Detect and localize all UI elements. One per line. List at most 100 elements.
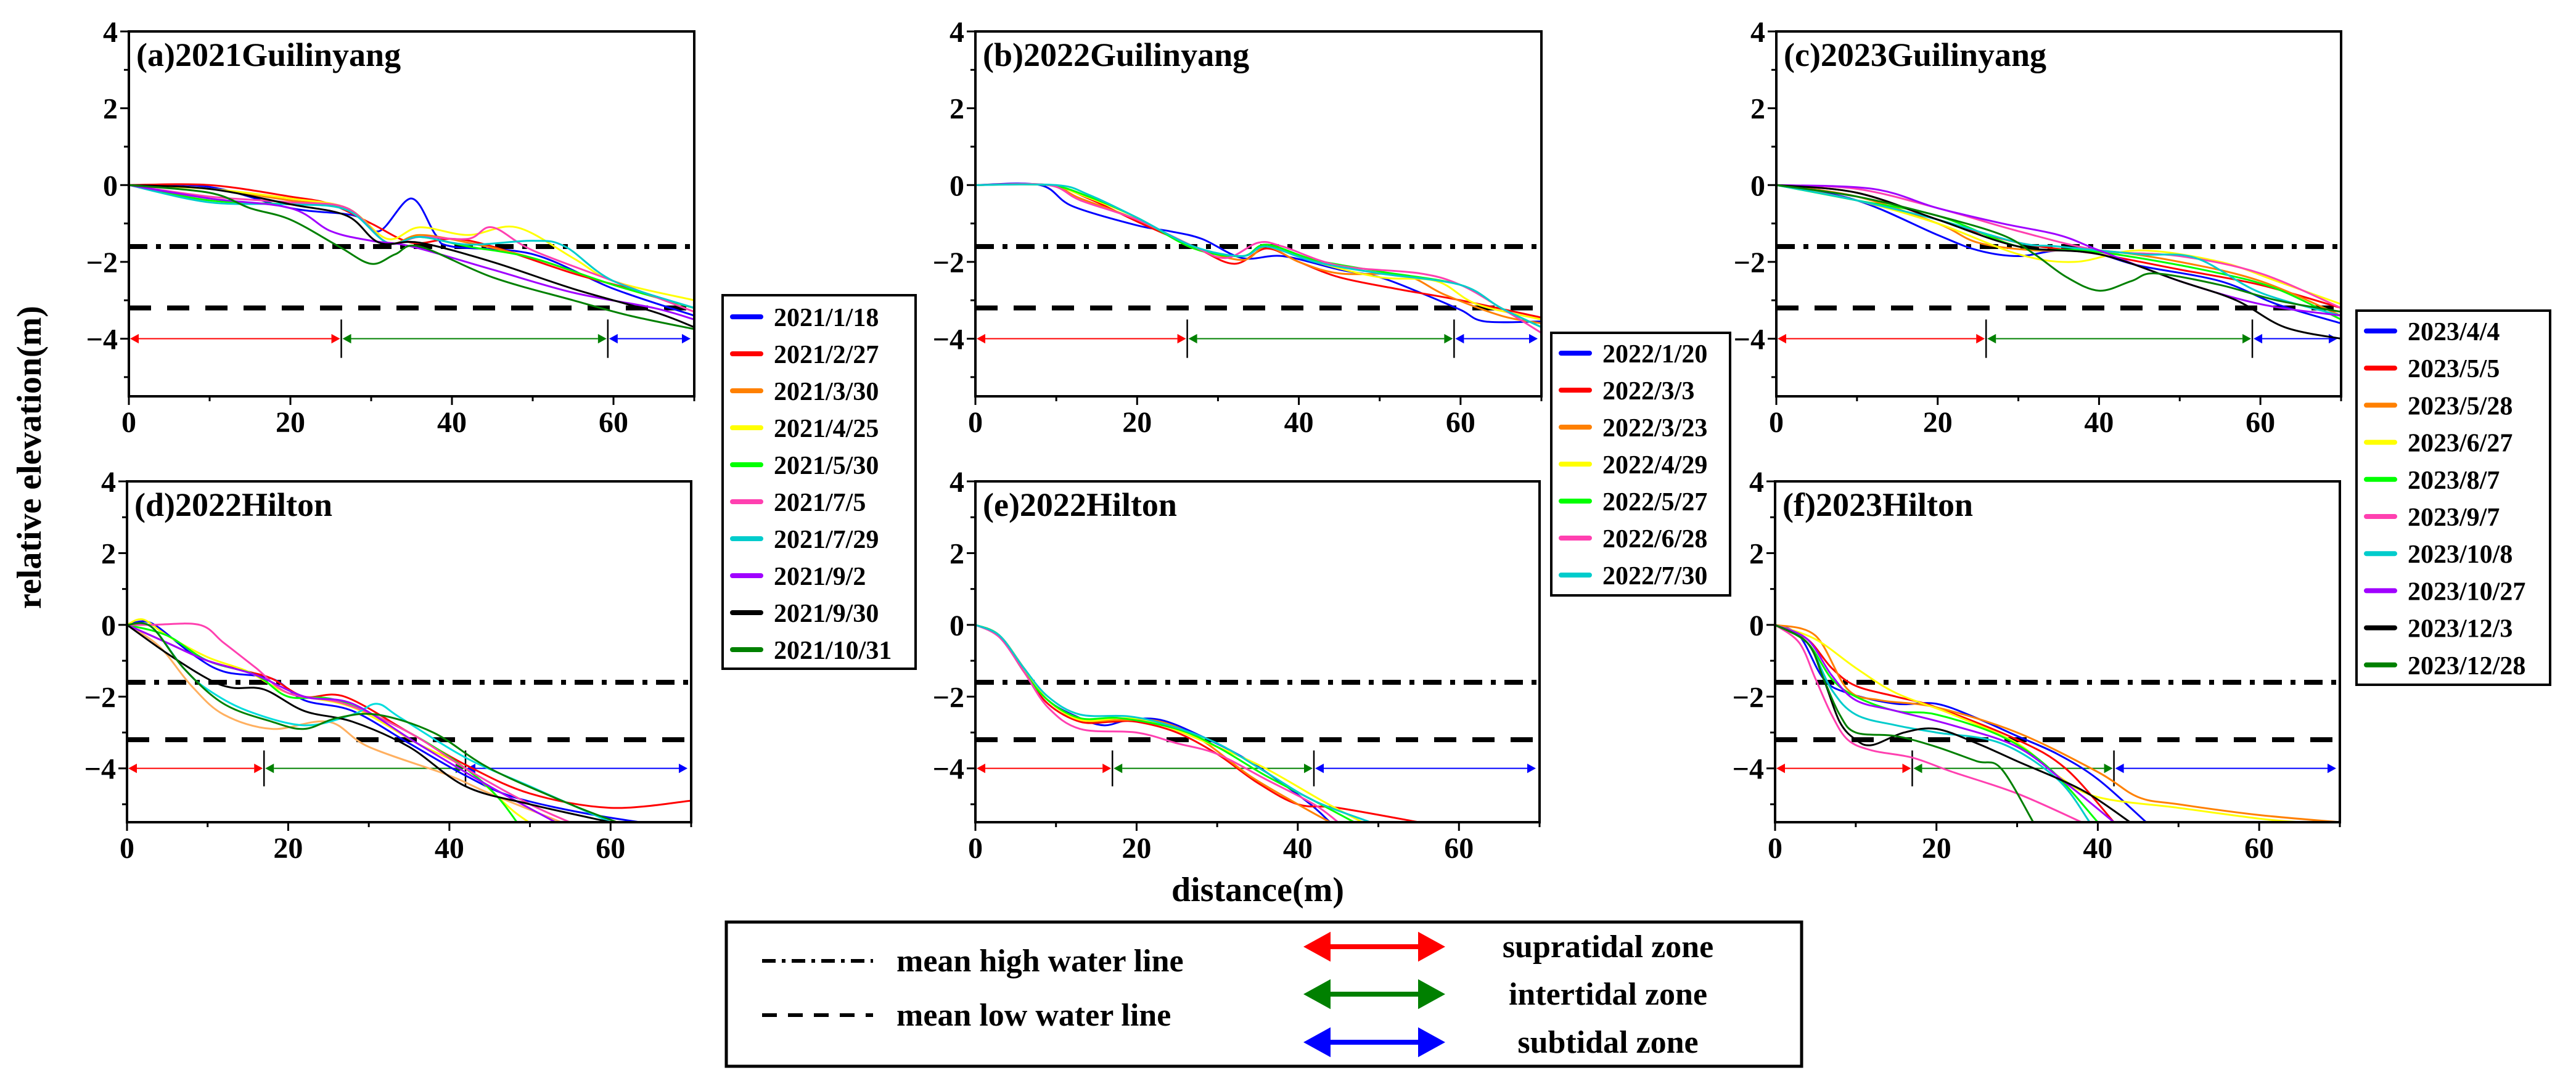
x-tick-label: 60 — [596, 832, 625, 865]
legend-item: 2022/6/28 — [1559, 525, 1707, 553]
x-tick-label: 0 — [120, 832, 134, 865]
legend-label: 2023/5/5 — [2408, 355, 2500, 383]
x-tick-label: 60 — [2244, 832, 2274, 865]
x-tick-label: 0 — [1768, 832, 1782, 865]
y-tick-label: −2 — [933, 247, 964, 279]
y-tick-label: −4 — [1733, 753, 1764, 786]
panel-title: (f)2023Hilton — [1782, 486, 1973, 523]
series-group — [1775, 624, 2340, 822]
intertidal-zone-arrow — [1913, 763, 2113, 774]
supratidal-zone-arrow-head-right — [1902, 763, 1911, 774]
supratidal-zone-arrow — [977, 333, 1186, 344]
series-line-2023-5-28 — [1775, 624, 2340, 822]
legend-item: 2022/7/30 — [1559, 562, 1707, 590]
x-axis-label: distance(m) — [1171, 871, 1344, 909]
subtidal-legend-arrow — [1303, 1027, 1445, 1058]
intertidal-zone-arrow-head-right — [1304, 763, 1313, 774]
series-line-2023-6-27 — [1775, 624, 2300, 822]
series-line-2021-4-25 — [129, 184, 694, 301]
series-line-2023-12-3 — [1776, 184, 2341, 340]
legend-item: 2023/9/7 — [2364, 504, 2500, 532]
legend-item: 2021/10/31 — [730, 637, 892, 665]
legend-label: 2021/7/29 — [774, 526, 879, 554]
legend-label: 2022/7/30 — [1602, 562, 1707, 590]
y-tick-label: −2 — [84, 681, 116, 714]
x-tick-label: 60 — [599, 406, 628, 439]
supratidal-zone-arrow-head-left — [977, 763, 985, 774]
x-tick-label: 40 — [1284, 406, 1314, 439]
x-tick-label: 20 — [1122, 832, 1151, 865]
supratidal-zone-arrow-head-right — [254, 763, 263, 774]
plot-frame — [1775, 30, 2342, 398]
subtidal-legend-arrow-head-right — [1418, 1027, 1445, 1058]
series-line-2021-10-31 — [129, 184, 694, 330]
legend-label: 2023/12/3 — [2408, 615, 2512, 643]
legend-item: 2023/10/8 — [2364, 541, 2512, 569]
panel-title: (e)2022Hilton — [983, 486, 1177, 523]
intertidal-zone-arrow-head-left — [342, 333, 351, 344]
legend-label: 2021/10/31 — [774, 637, 892, 665]
intertidal-zone-arrow-head-right — [597, 333, 607, 344]
mean-high-water-label: mean high water line — [896, 944, 1184, 979]
supratidal-zone-arrow-head-right — [1102, 763, 1112, 774]
intertidal-zone-arrow-head-left — [1114, 763, 1123, 774]
x-tick-label: 0 — [121, 406, 136, 439]
series-line-2023-10-8 — [1776, 184, 2341, 317]
legend-label: 2023/6/27 — [2408, 430, 2512, 458]
intertidal-zone-arrow-head-left — [1913, 763, 1922, 774]
supratidal-zone-arrow — [1776, 763, 1911, 774]
y-tick-label: 0 — [1750, 169, 1765, 202]
y-tick-label: 2 — [950, 537, 964, 570]
supratidal-legend-arrow-head-left — [1303, 931, 1331, 962]
legend-label: 2023/10/27 — [2408, 578, 2525, 606]
panel-title: (c)2023Guilinyang — [1784, 36, 2046, 73]
y-tick-label: −4 — [86, 324, 118, 356]
y-tick-label: −4 — [1734, 324, 1765, 356]
panel-d: 420−2−40 20 40 60(d)2022Hilton — [84, 466, 692, 865]
y-tick-label: 4 — [950, 466, 964, 499]
intertidal-zone-arrow-head-left — [1188, 333, 1197, 344]
series-line-2022-7-30 — [975, 183, 1541, 329]
supratidal-zone-arrow — [130, 333, 340, 344]
y-tick-label: 0 — [103, 169, 118, 202]
x-tick-label: 0 — [968, 832, 983, 865]
subtidal-zone-arrow-head-left — [2115, 763, 2124, 774]
legend-label: 2022/1/20 — [1602, 340, 1707, 369]
y-tick-label: 4 — [950, 16, 964, 49]
y-tick-label: 2 — [101, 537, 116, 570]
legend-item: 2021/1/18 — [730, 304, 879, 332]
y-tick-label: −2 — [86, 247, 118, 279]
intertidal-zone-arrow-head-left — [1987, 333, 1996, 344]
x-tick-label: 0 — [1769, 406, 1784, 439]
supratidal-legend-arrow-head-right — [1418, 931, 1445, 962]
subtidal-legend-arrow-head-left — [1303, 1027, 1331, 1058]
reference-legend: mean high water line mean low water line… — [724, 920, 1803, 1068]
panel-title: (b)2022Guilinyang — [983, 36, 1249, 73]
intertidal-zone-arrow-head-right — [2242, 333, 2252, 344]
series-line-2021-7-29 — [129, 184, 694, 309]
series-line-2021-10-31 — [127, 622, 620, 822]
supratidal-zone-arrow-head-left — [977, 333, 985, 344]
x-tick-label: 20 — [1923, 406, 1953, 439]
plot-frame — [974, 480, 1541, 823]
legend-guilinyang_2022: 2022/1/20 2022/3/3 2022/3/23 2022/4/29 2022/… — [1550, 332, 1731, 597]
y-tick-label: 2 — [950, 93, 964, 126]
legend-label: 2022/5/27 — [1602, 488, 1707, 516]
intertidal-zone-arrow — [342, 333, 607, 344]
y-axis-label: relative elevation(m) — [10, 306, 49, 609]
intertidal-legend-arrow-head-right — [1418, 979, 1445, 1010]
intertidal-zone-arrow-head-right — [1444, 333, 1453, 344]
series-line-2023-12-28 — [1775, 624, 2035, 822]
x-tick-label: 40 — [435, 832, 464, 865]
x-tick-label: 20 — [1922, 832, 1951, 865]
supratidal-zone-label: supratidal zone — [1503, 929, 1713, 965]
plot-frame — [1774, 480, 2341, 823]
subtidal-zone-label: subtidal zone — [1517, 1025, 1698, 1060]
series-line-2023-12-28 — [1776, 184, 2341, 313]
y-tick-label: 0 — [950, 169, 964, 202]
y-tick-label: −4 — [933, 324, 964, 356]
supratidal-zone-arrow — [1778, 333, 1985, 344]
plot-frame — [974, 30, 1543, 398]
intertidal-zone-label: intertidal zone — [1509, 977, 1707, 1012]
